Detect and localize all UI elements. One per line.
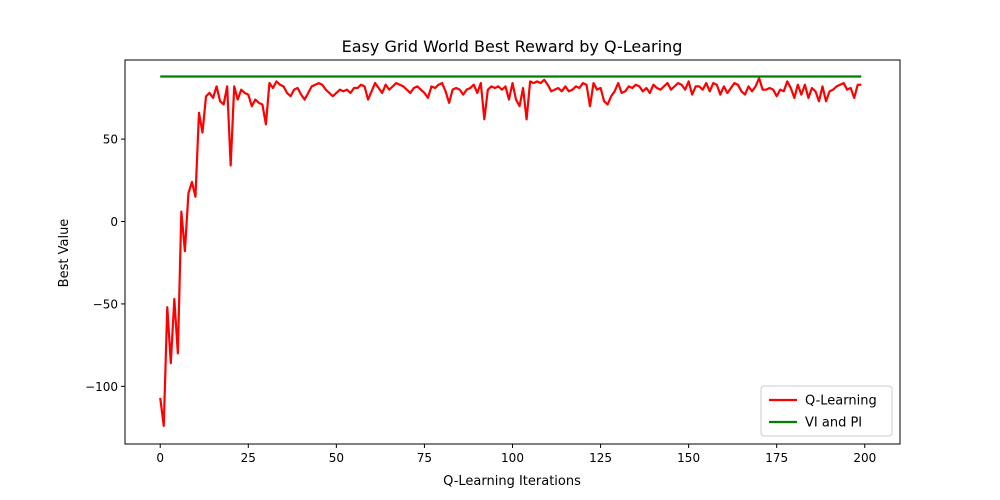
y-tick-label: −100 [85, 380, 118, 394]
y-tick-label: 0 [110, 215, 118, 229]
x-tick-label: 25 [241, 451, 256, 465]
x-tick-label: 200 [853, 451, 876, 465]
series-line-q-learning [159, 77, 862, 427]
legend: Q-Learning VI and PI [760, 385, 893, 437]
y-axis-label: Best Value [57, 219, 72, 288]
x-tick-label: 50 [329, 451, 344, 465]
x-tick-label: 0 [156, 451, 164, 465]
legend-label-vi-and-pi: VI and PI [805, 416, 862, 431]
y-tick-label: −50 [93, 297, 118, 311]
chart-title: Easy Grid World Best Reward by Q-Learing [342, 37, 683, 56]
x-tick-label: 100 [501, 451, 524, 465]
x-tick-label: 125 [589, 451, 612, 465]
legend-box [760, 385, 893, 437]
legend-label-q-learning: Q-Learning [805, 394, 877, 409]
x-tick-label: 75 [417, 451, 432, 465]
y-tick-label: 50 [103, 133, 118, 147]
x-tick-label: 150 [677, 451, 700, 465]
x-tick-label: 175 [765, 451, 788, 465]
x-axis-label: Q-Learning Iterations [443, 474, 581, 489]
plot-area: 0 25 50 75 100 125 150 175 200 −100 −50 0 50 [85, 59, 901, 465]
